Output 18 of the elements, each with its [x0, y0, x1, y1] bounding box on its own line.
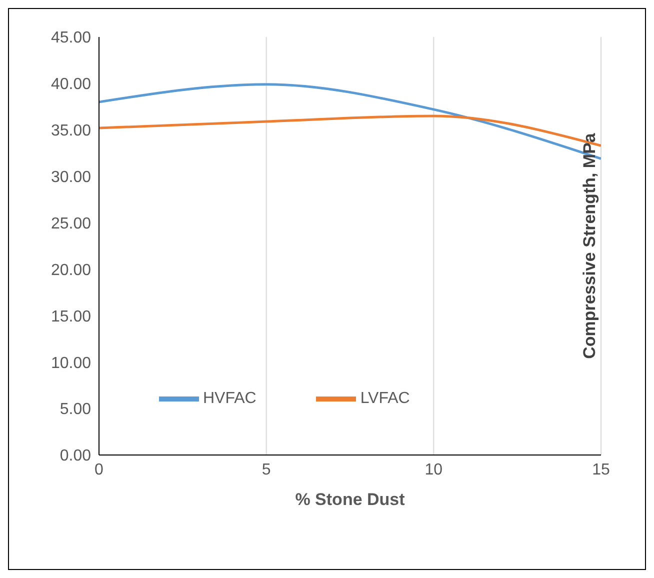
y-tick-label: 45.00 [50, 30, 92, 47]
x-tick-label: 5 [262, 461, 271, 478]
y-tick-label: 15.00 [50, 308, 92, 326]
y-tick-label: 30.00 [50, 169, 92, 186]
x-axis-title: % Stone Dust [295, 490, 406, 509]
x-tick-label: 15 [592, 461, 610, 478]
legend-label: LVFAC [360, 390, 410, 408]
y-tick-label: 25.00 [50, 215, 92, 232]
x-tick-label: 0 [94, 461, 104, 478]
y-tick-label: 5.00 [60, 401, 92, 418]
y-axis-title: Compressive Strength, MPa [580, 132, 600, 359]
y-tick-label: 40.00 [50, 76, 92, 94]
y-tick-label: 35.00 [50, 122, 92, 140]
x-tick-label: 10 [424, 461, 443, 478]
y-tick-label: 10.00 [50, 354, 92, 372]
legend-label: HVFAC [203, 390, 256, 408]
y-tick-label: 20.00 [50, 262, 92, 279]
y-tick-label: 0.00 [60, 448, 92, 465]
